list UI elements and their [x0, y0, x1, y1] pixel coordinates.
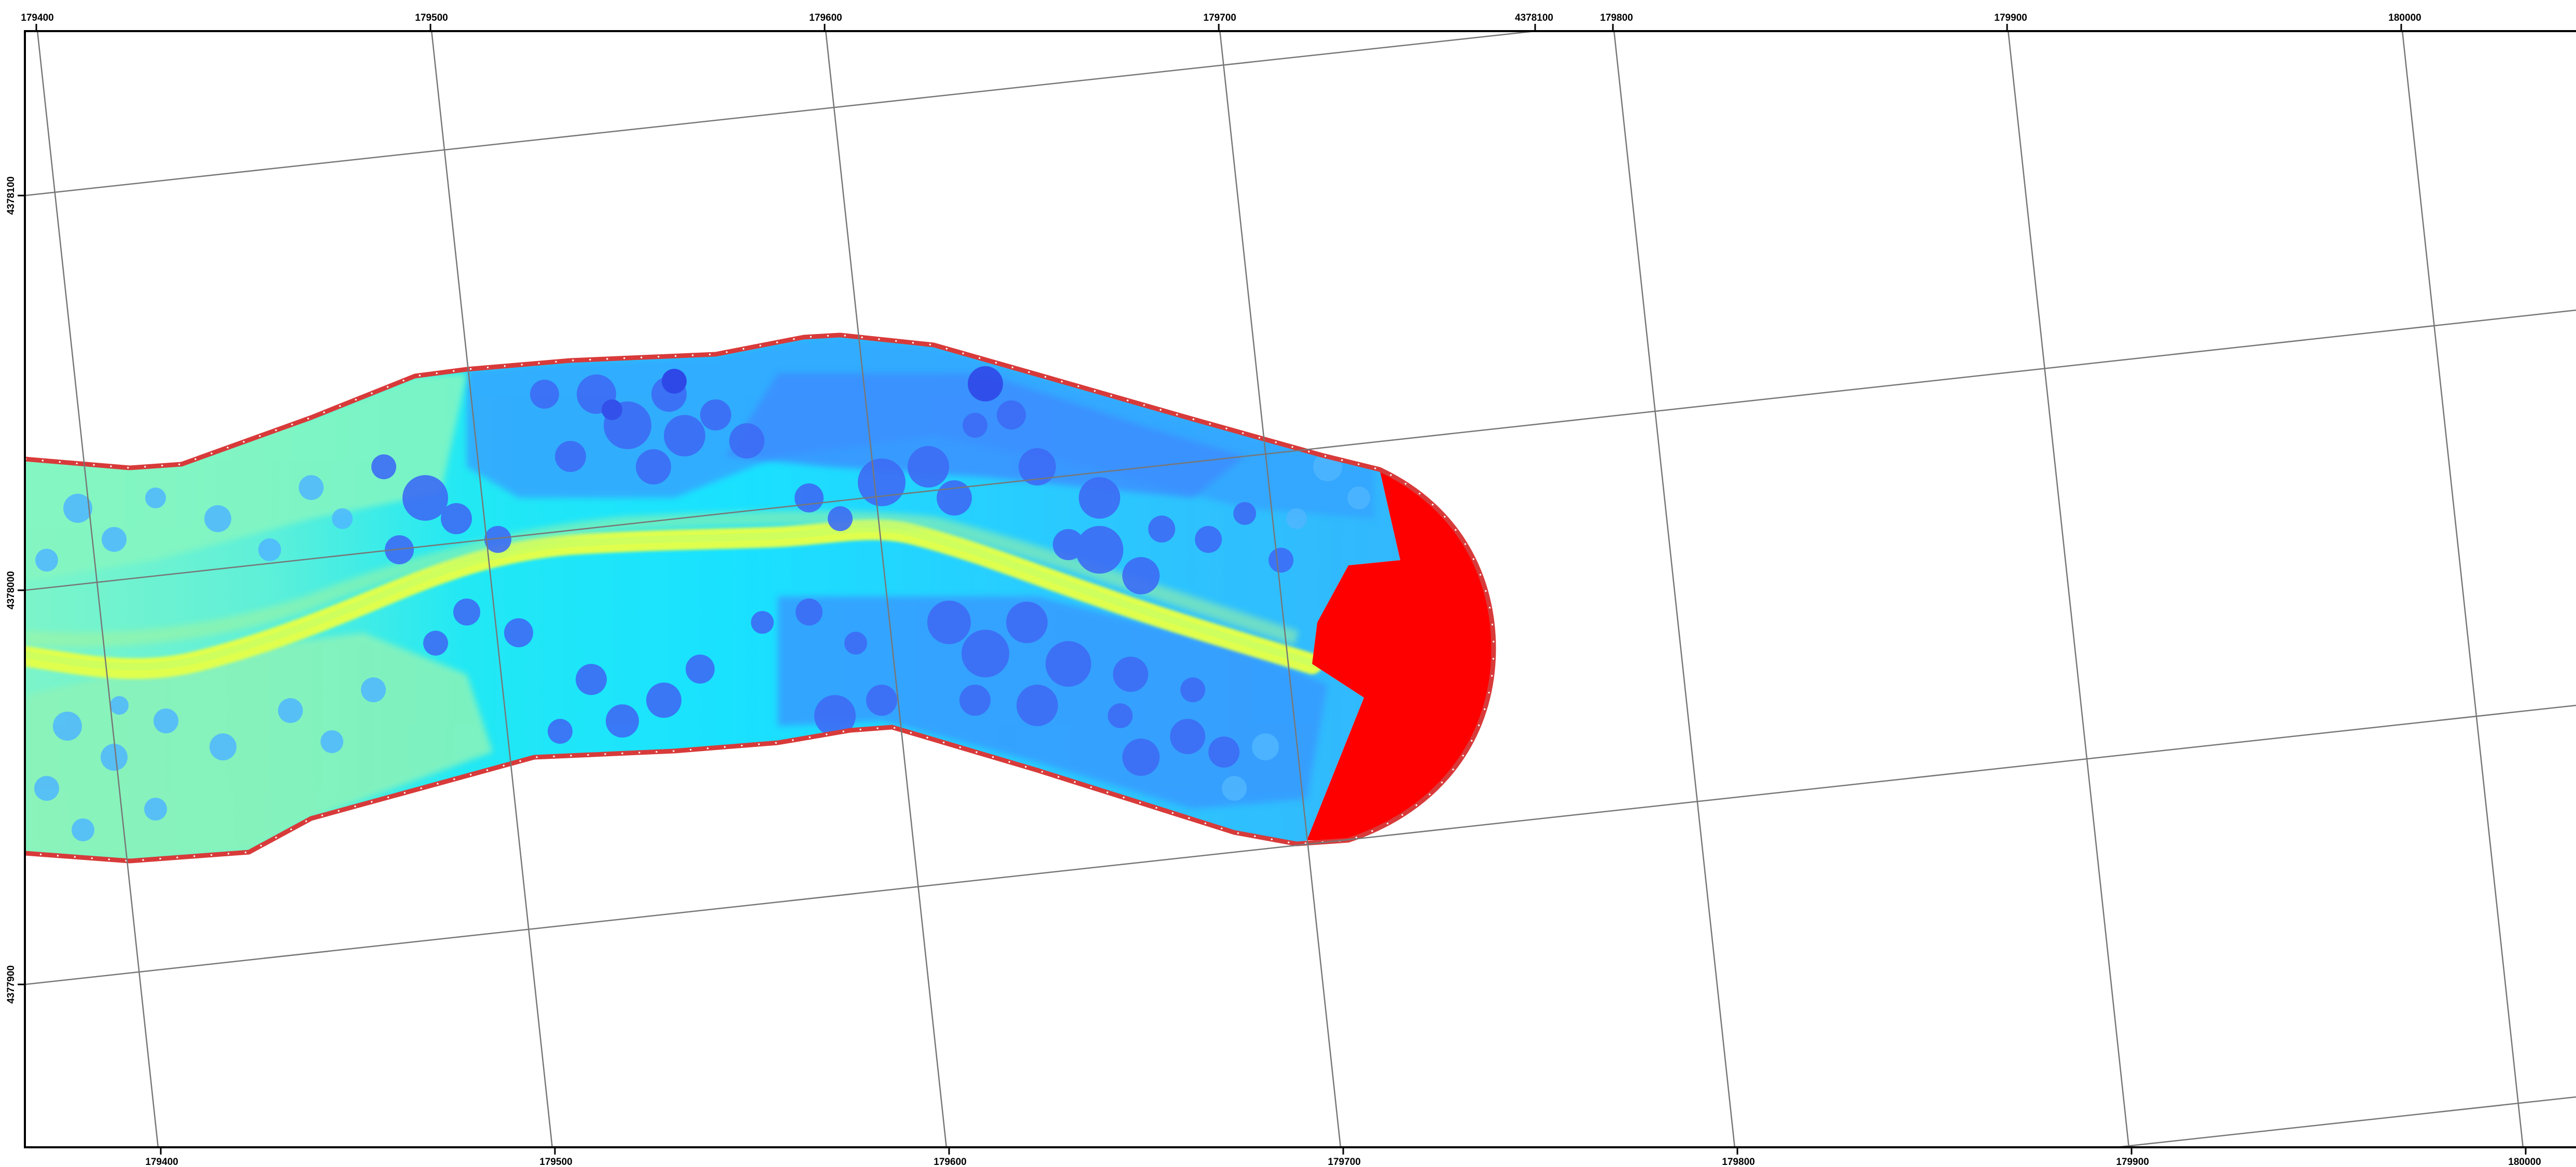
bottom-label: 179900	[2116, 1157, 2149, 1167]
top-label: 179900	[1994, 12, 2027, 23]
frame-ticks	[18, 24, 2527, 1155]
left-label: 4377900	[6, 965, 17, 1004]
top-label: 179400	[21, 12, 53, 23]
top-label: 180000	[2388, 12, 2421, 23]
left-label: 4378100	[6, 176, 17, 215]
bottom-label: 179400	[145, 1157, 178, 1167]
bottom-coordinate-labels: 179400 179500 179600 179700 179800 17990…	[145, 1157, 2541, 1167]
top-label: 179700	[1203, 12, 1236, 23]
flood-depth-raster	[25, 335, 1400, 861]
canopy-patches	[371, 366, 1293, 776]
top-label: 179600	[809, 12, 842, 23]
top-label: 179500	[415, 12, 448, 23]
left-label: 4378000	[6, 571, 17, 609]
top-label: 4378100	[1515, 12, 1553, 23]
bottom-label: 179800	[1722, 1157, 1755, 1167]
left-coordinate-labels: 4378100 4378000 4377900	[6, 176, 17, 1004]
top-coordinate-labels: 179400 179500 179600 179700 4378100 1798…	[21, 12, 2421, 23]
bottom-label: 179600	[934, 1157, 966, 1167]
graticule	[25, 31, 2576, 1147]
canopy-patches-light	[34, 452, 1370, 841]
top-label: 179800	[1600, 12, 1633, 23]
bottom-label: 179700	[1328, 1157, 1360, 1167]
bottom-label: 180000	[2508, 1157, 2541, 1167]
red-hazard-zone	[1307, 469, 1494, 840]
map-frame	[24, 30, 2576, 1148]
bottom-label: 179500	[539, 1157, 572, 1167]
